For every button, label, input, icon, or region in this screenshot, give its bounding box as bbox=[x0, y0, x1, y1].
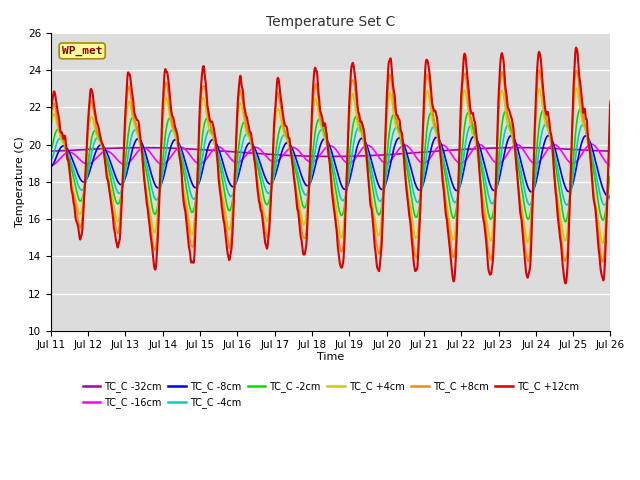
TC_C -2cm bbox=[284, 141, 292, 146]
TC_C +12cm bbox=[47, 109, 54, 115]
Line: TC_C +12cm: TC_C +12cm bbox=[51, 48, 611, 284]
TC_C -32cm bbox=[366, 153, 374, 158]
TC_C -8cm bbox=[296, 168, 303, 173]
TC_C +12cm bbox=[90, 102, 98, 108]
TC_C -8cm bbox=[365, 150, 373, 156]
TC_C -2cm bbox=[365, 164, 373, 170]
TC_C -2cm bbox=[306, 178, 314, 183]
TC_C +4cm bbox=[90, 120, 98, 126]
TC_C -2cm bbox=[90, 128, 98, 134]
TC_C -4cm bbox=[306, 182, 314, 188]
TC_C -4cm bbox=[365, 156, 373, 162]
TC_C +4cm bbox=[113, 217, 121, 223]
TC_C -32cm bbox=[47, 148, 54, 154]
TC_C +8cm bbox=[365, 183, 373, 189]
TC_C +8cm bbox=[113, 228, 121, 234]
TC_C -16cm bbox=[113, 156, 121, 162]
TC_C -8cm bbox=[607, 195, 614, 201]
TC_C -4cm bbox=[607, 192, 614, 198]
TC_C -16cm bbox=[607, 162, 614, 168]
TC_C +4cm bbox=[47, 121, 54, 127]
TC_C -32cm bbox=[607, 148, 614, 154]
TC_C -32cm bbox=[113, 145, 121, 151]
TC_C -2cm bbox=[113, 200, 121, 206]
Title: Temperature Set C: Temperature Set C bbox=[266, 15, 396, 29]
TC_C -16cm bbox=[284, 147, 292, 153]
Text: WP_met: WP_met bbox=[62, 46, 102, 56]
TC_C +8cm bbox=[607, 116, 614, 122]
TC_C +4cm bbox=[306, 160, 314, 166]
TC_C +8cm bbox=[535, 67, 543, 73]
TC_C -8cm bbox=[47, 164, 54, 169]
TC_C -2cm bbox=[607, 173, 614, 179]
TC_C -4cm bbox=[90, 140, 98, 146]
TC_C +12cm bbox=[296, 224, 303, 230]
X-axis label: Time: Time bbox=[317, 352, 344, 362]
Legend: TC_C -32cm, TC_C -16cm, TC_C -8cm, TC_C -4cm, TC_C -2cm, TC_C +4cm, TC_C +8cm, T: TC_C -32cm, TC_C -16cm, TC_C -8cm, TC_C … bbox=[79, 377, 582, 412]
TC_C +8cm bbox=[296, 213, 303, 219]
TC_C -32cm bbox=[90, 146, 98, 152]
TC_C -32cm bbox=[515, 145, 522, 151]
TC_C +8cm bbox=[90, 111, 98, 117]
Line: TC_C -2cm: TC_C -2cm bbox=[51, 109, 611, 222]
TC_C +12cm bbox=[562, 281, 570, 287]
TC_C -2cm bbox=[577, 107, 584, 112]
TC_C -8cm bbox=[90, 154, 98, 160]
TC_C -4cm bbox=[47, 157, 54, 163]
TC_C -16cm bbox=[306, 159, 314, 165]
Line: TC_C +4cm: TC_C +4cm bbox=[51, 88, 611, 243]
TC_C +12cm bbox=[365, 187, 373, 192]
Y-axis label: Temperature (C): Temperature (C) bbox=[15, 136, 25, 227]
TC_C -2cm bbox=[296, 189, 303, 195]
TC_C +8cm bbox=[47, 119, 54, 125]
TC_C -16cm bbox=[365, 143, 373, 149]
TC_C +8cm bbox=[306, 159, 314, 165]
TC_C -32cm bbox=[306, 153, 314, 159]
TC_C +8cm bbox=[599, 259, 607, 265]
TC_C -4cm bbox=[563, 202, 571, 208]
TC_C -4cm bbox=[579, 122, 587, 128]
Line: TC_C +8cm: TC_C +8cm bbox=[51, 70, 611, 262]
TC_C -16cm bbox=[90, 157, 98, 163]
TC_C -2cm bbox=[47, 147, 54, 153]
TC_C -32cm bbox=[296, 153, 303, 159]
TC_C +12cm bbox=[306, 163, 314, 168]
TC_C -16cm bbox=[47, 163, 54, 168]
Line: TC_C -8cm: TC_C -8cm bbox=[51, 135, 611, 198]
TC_C -16cm bbox=[588, 141, 595, 147]
TC_C -8cm bbox=[113, 177, 121, 182]
Line: TC_C -32cm: TC_C -32cm bbox=[51, 148, 611, 156]
TC_C +4cm bbox=[573, 85, 580, 91]
TC_C +4cm bbox=[296, 204, 303, 209]
Line: TC_C -4cm: TC_C -4cm bbox=[51, 125, 611, 205]
TC_C -2cm bbox=[562, 219, 570, 225]
Line: TC_C -16cm: TC_C -16cm bbox=[51, 144, 611, 166]
TC_C +12cm bbox=[113, 242, 121, 248]
TC_C +4cm bbox=[607, 129, 614, 134]
TC_C -4cm bbox=[113, 188, 121, 193]
TC_C +4cm bbox=[365, 179, 373, 184]
TC_C -4cm bbox=[284, 138, 292, 144]
TC_C +12cm bbox=[607, 98, 614, 104]
TC_C -32cm bbox=[326, 154, 334, 159]
TC_C -8cm bbox=[284, 140, 292, 146]
TC_C -16cm bbox=[296, 149, 303, 155]
TC_C +4cm bbox=[599, 240, 607, 246]
TC_C -8cm bbox=[545, 132, 552, 138]
TC_C -8cm bbox=[306, 181, 314, 187]
TC_C +12cm bbox=[572, 45, 580, 50]
TC_C -4cm bbox=[296, 178, 303, 183]
TC_C +8cm bbox=[284, 135, 292, 141]
TC_C +12cm bbox=[284, 134, 292, 140]
TC_C -32cm bbox=[284, 153, 292, 158]
TC_C +4cm bbox=[284, 141, 292, 146]
